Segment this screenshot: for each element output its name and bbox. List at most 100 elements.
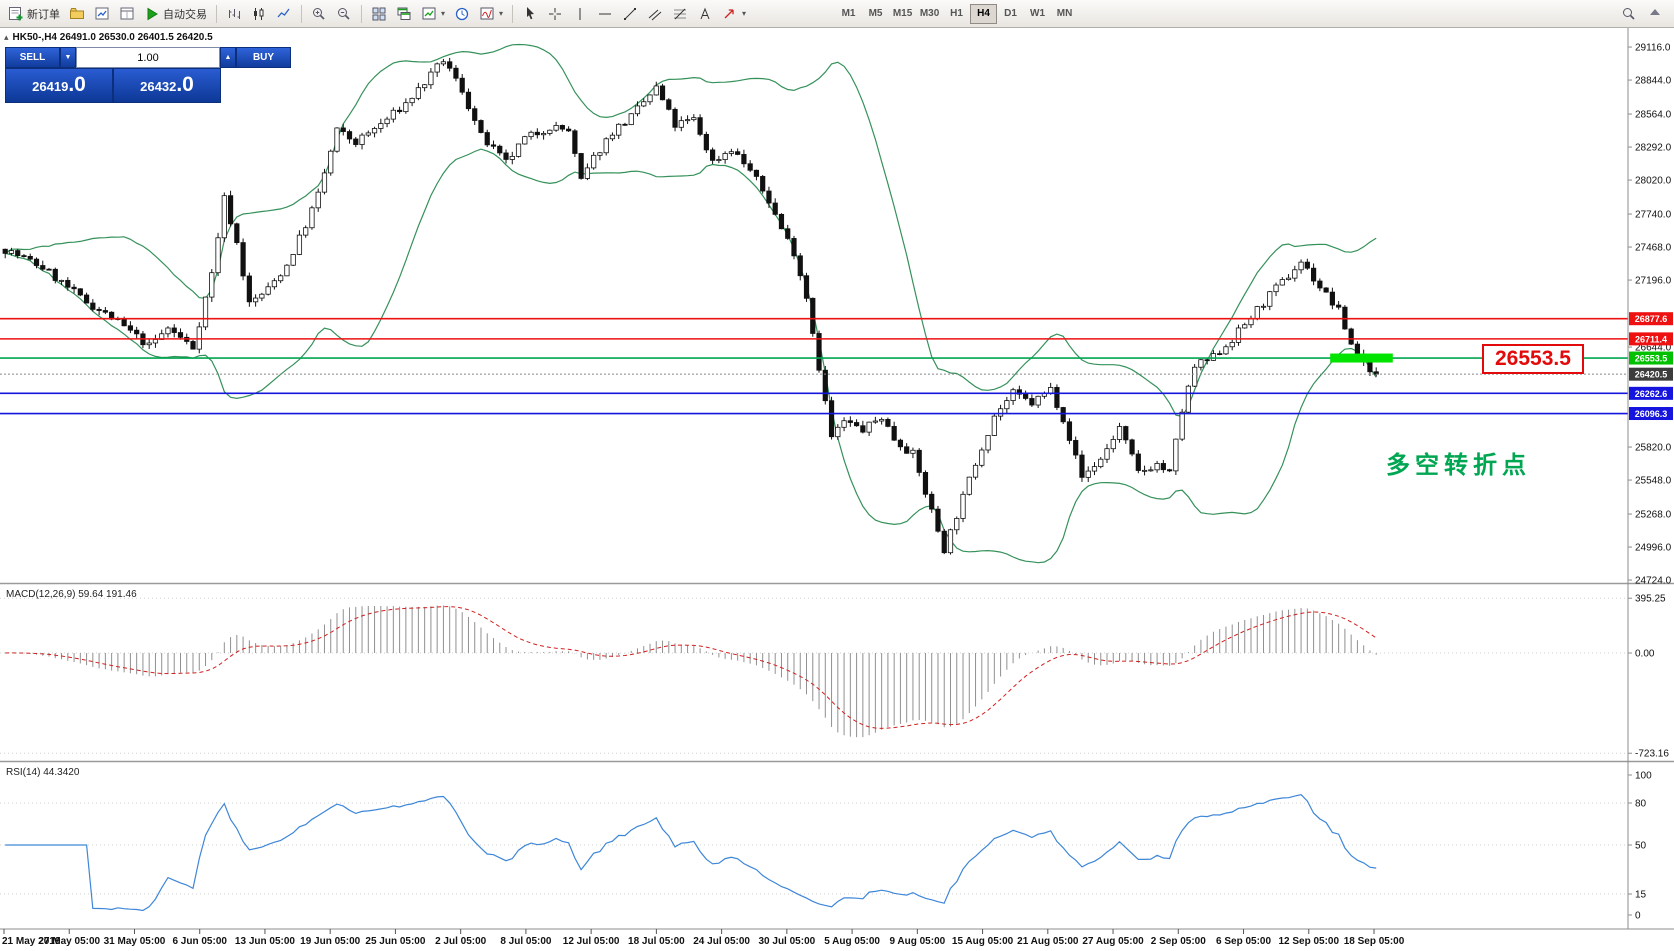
- autotrading-button[interactable]: 自动交易: [140, 3, 211, 25]
- sell-button[interactable]: SELL: [5, 47, 60, 68]
- price-axis-label: 28844.0: [1635, 76, 1672, 87]
- toolbar-right-icons: [1617, 3, 1670, 25]
- time-axis-label: 2 Jul 05:00: [435, 936, 487, 947]
- time-axis-label: 27 May 05:00: [38, 936, 100, 947]
- profiles-icon: [70, 7, 84, 19]
- svg-text:26553.5: 26553.5: [1635, 354, 1668, 364]
- buy-button[interactable]: BUY: [236, 47, 291, 68]
- new-order-button[interactable]: 新订单: [4, 3, 64, 25]
- timeframe-M15-button[interactable]: M15: [892, 8, 913, 19]
- price-axis-label: 26644.0: [1635, 343, 1672, 354]
- new-order-label: 新订单: [27, 8, 60, 21]
- fibonacci-button[interactable]: [668, 3, 692, 25]
- horizontal-line-icon: [599, 13, 612, 14]
- price-axis-label: 25820.0: [1635, 443, 1672, 454]
- trendline-icon: [624, 7, 637, 20]
- vertical-line-icon: [579, 7, 581, 20]
- autotrading-play-icon: [147, 7, 158, 20]
- period-converter-button[interactable]: [450, 3, 474, 25]
- svg-text:26096.3: 26096.3: [1635, 409, 1668, 419]
- time-axis-label: 24 Jul 05:00: [693, 936, 750, 947]
- time-axis-label: 18 Jul 05:00: [628, 936, 685, 947]
- indicators-button[interactable]: ▾: [475, 3, 507, 25]
- rsi-axis-label: 15: [1635, 890, 1647, 901]
- tile-windows-icon: [372, 7, 386, 20]
- channel-button[interactable]: [643, 3, 667, 25]
- dropdown-caret-icon: ▾: [441, 9, 446, 18]
- price-tag: 26096.3: [1629, 407, 1673, 421]
- candlestick-chart-icon: [254, 7, 264, 20]
- cursor-icon: [527, 6, 535, 19]
- price-axis-label: 28564.0: [1635, 110, 1672, 121]
- time-axis-label: 12 Sep 05:00: [1278, 936, 1339, 947]
- timeframe-group: M1 M5 M15 M30 H1 H4 D1 W1 MN: [835, 3, 1078, 24]
- market-watch-icon: [95, 7, 109, 19]
- svg-text:26262.6: 26262.6: [1635, 389, 1668, 399]
- one-click-trading-panel: SELL ▼ ▲ BUY 26419.0 26432.0: [5, 47, 291, 103]
- candlestick-chart-button[interactable]: [247, 3, 271, 25]
- rsi-axis-label: 100: [1635, 771, 1652, 782]
- market-watch-button[interactable]: [90, 3, 114, 25]
- price-axis-label: 29116.0: [1635, 43, 1671, 54]
- volume-decrease-button[interactable]: ▼: [60, 47, 76, 68]
- volume-input[interactable]: [76, 47, 220, 68]
- zoom-in-icon: [313, 7, 325, 20]
- toolbar-separator: [512, 4, 514, 23]
- buy-price[interactable]: 26432.0: [113, 68, 221, 103]
- arrow-tools-button[interactable]: ▾: [718, 3, 750, 25]
- new-chart-button[interactable]: ▾: [417, 3, 449, 25]
- timeframe-W1-button[interactable]: W1: [1030, 8, 1046, 19]
- chart-annotation-text[interactable]: 多空转折点: [1386, 452, 1531, 479]
- profiles-button[interactable]: [65, 3, 89, 25]
- vertical-line-button[interactable]: [568, 3, 592, 25]
- price-axis-label: 25268.0: [1635, 510, 1672, 521]
- time-axis-label: 5 Aug 05:00: [824, 936, 880, 947]
- timeframe-M1-button[interactable]: M1: [841, 8, 856, 19]
- rsi-axis-label: 80: [1635, 799, 1647, 810]
- timeframe-M30-button[interactable]: M30: [919, 8, 940, 19]
- volume-increase-button[interactable]: ▲: [220, 47, 236, 68]
- timeframe-H1-button[interactable]: H1: [950, 8, 963, 19]
- time-axis-label: 21 Aug 05:00: [1017, 936, 1079, 947]
- zoom-in-button[interactable]: [307, 3, 331, 25]
- timeframe-M5-button[interactable]: M5: [868, 8, 883, 19]
- autotrading-label: 自动交易: [163, 8, 207, 21]
- cascade-windows-button[interactable]: [392, 3, 416, 25]
- svg-text:26711.4: 26711.4: [1635, 334, 1667, 344]
- collapse-trade-panel-icon[interactable]: ▴: [4, 32, 9, 42]
- search-icon: [1623, 7, 1635, 20]
- crosshair-button[interactable]: [543, 3, 567, 25]
- bollinger-bands: [4, 43, 1377, 564]
- highlighted-level-segment[interactable]: [1330, 353, 1393, 363]
- price-level-callout[interactable]: 26553.5: [1482, 344, 1584, 374]
- chart-title: ▴ HK50-,H4 26491.0 26530.0 26401.5 26420.…: [4, 32, 213, 43]
- time-axis-label: 9 Aug 05:00: [889, 936, 945, 947]
- timeframe-MN-button[interactable]: MN: [1056, 8, 1073, 19]
- horizontal-line-button[interactable]: [593, 3, 617, 25]
- time-axis-label: 30 Jul 05:00: [758, 936, 815, 947]
- text-button[interactable]: [693, 3, 717, 25]
- toolbar-separator: [216, 4, 217, 23]
- indicators-icon: [480, 7, 494, 19]
- zoom-out-button[interactable]: [332, 3, 356, 25]
- channel-icon: [648, 9, 662, 20]
- bar-chart-button[interactable]: [222, 3, 246, 25]
- price-tag: 26877.6: [1629, 312, 1673, 326]
- dropdown-caret-icon: ▾: [499, 9, 504, 18]
- timeframe-H4-button[interactable]: H4: [970, 3, 998, 24]
- price-axis-label: 27468.0: [1635, 243, 1672, 254]
- data-window-button[interactable]: [115, 3, 139, 25]
- time-axis-label: 8 Jul 05:00: [500, 936, 552, 947]
- tile-windows-button[interactable]: [367, 3, 391, 25]
- line-chart-button[interactable]: [272, 3, 296, 25]
- cascade-windows-icon: [397, 7, 411, 20]
- search-button[interactable]: [1617, 3, 1641, 25]
- scroll-to-end-button[interactable]: [1643, 3, 1667, 25]
- timeframe-D1-button[interactable]: D1: [1004, 8, 1017, 19]
- cursor-button[interactable]: [518, 3, 542, 25]
- sell-price[interactable]: 26419.0: [5, 68, 113, 103]
- price-tag: 26262.6: [1629, 386, 1673, 400]
- svg-text:26420.5: 26420.5: [1635, 370, 1668, 380]
- trendline-button[interactable]: [618, 3, 642, 25]
